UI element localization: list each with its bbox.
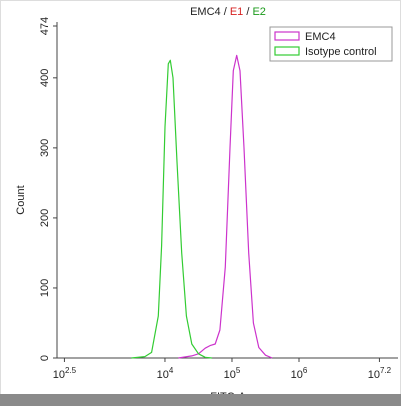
title-part: EMC4 [190, 6, 221, 18]
legend-label: EMC4 [305, 31, 336, 43]
title-part: E1 [230, 6, 243, 18]
title-part: / [221, 6, 230, 18]
x-tick-label: 102.5 [53, 366, 77, 381]
tick-exponent: 4 [169, 366, 174, 375]
y-tick-label: 100 [39, 279, 51, 297]
tick-base: 10 [53, 369, 65, 381]
chart-title: EMC4 / E1 / E2 [190, 6, 266, 18]
y-tick-label: 0 [39, 355, 51, 361]
legend-swatch [274, 46, 300, 56]
legend-swatch [274, 31, 300, 41]
x-tick-label: 106 [291, 366, 308, 381]
y-tick-label: 200 [39, 209, 51, 227]
tick-base: 10 [291, 369, 303, 381]
tick-base: 10 [224, 369, 236, 381]
y-tick-label: 400 [39, 69, 51, 87]
title-part: E2 [252, 6, 265, 18]
histogram-curve [131, 59, 212, 359]
histogram-curve [178, 54, 273, 359]
x-tick-label: 107.2 [368, 366, 392, 381]
x-tick-label: 105 [224, 366, 241, 381]
bottom-bar [0, 394, 401, 406]
tick-exponent: 5 [236, 366, 241, 375]
tick-base: 10 [368, 369, 380, 381]
y-axis-label: Count [15, 185, 27, 214]
y-tick-label: 474 [39, 17, 51, 35]
tick-exponent: 6 [303, 366, 308, 375]
tick-base: 10 [157, 369, 169, 381]
x-tick-label: 104 [157, 366, 174, 381]
tick-exponent: 7.2 [380, 366, 392, 375]
tick-exponent: 2.5 [65, 366, 77, 375]
legend-label: Isotype control [305, 46, 377, 58]
title-part: / [243, 6, 252, 18]
y-tick-label: 300 [39, 139, 51, 157]
